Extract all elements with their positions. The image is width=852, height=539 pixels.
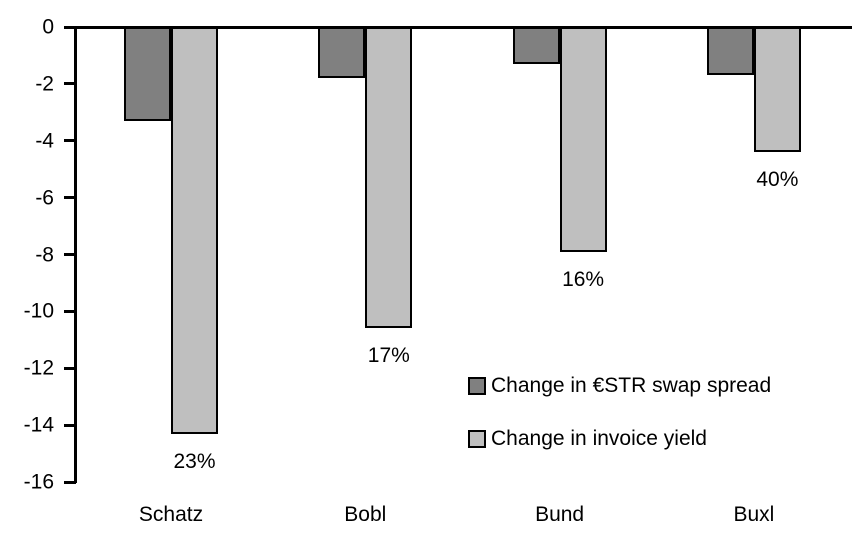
bar-bobl-series0	[318, 27, 366, 79]
legend-swatch-invoice-yield	[468, 430, 486, 448]
legend-swatch-swap-spread	[468, 377, 486, 395]
y-tick-label: -12	[23, 356, 54, 380]
y-tick-mark	[64, 423, 76, 427]
bar-buxl-series0	[706, 27, 754, 76]
y-axis-line	[74, 26, 77, 483]
legend-item-invoice-yield: Change in invoice yield	[468, 427, 771, 450]
legend-label-invoice-yield: Change in invoice yield	[491, 427, 707, 450]
y-tick-label: -4	[35, 129, 54, 153]
y-tick-label: -14	[23, 413, 54, 437]
y-tick-mark	[64, 309, 76, 313]
zero-baseline	[74, 26, 852, 29]
y-tick-mark	[64, 196, 76, 200]
bar-bund-series1	[559, 27, 607, 252]
y-tick-mark	[64, 480, 76, 484]
y-tick-mark	[64, 253, 76, 257]
y-tick-mark	[64, 82, 76, 86]
legend-item-swap-spread: Change in €STR swap spread	[468, 374, 772, 397]
y-tick-mark	[64, 25, 76, 29]
bar-schatz-series1	[171, 27, 218, 434]
y-tick-label: -6	[35, 186, 54, 210]
bar-bund-series0	[512, 27, 560, 64]
bar-value-label-schatz: 23%	[173, 449, 216, 473]
y-tick-label: 0	[42, 15, 54, 39]
legend: Change in €STR swap spread Change in inv…	[468, 374, 772, 481]
y-tick-label: -2	[35, 72, 54, 96]
bar-schatz-series0	[124, 27, 171, 121]
bar-value-label-bund: 16%	[562, 267, 605, 291]
bar-bobl-series1	[365, 27, 413, 329]
legend-label-swap-spread: Change in €STR swap spread	[491, 374, 772, 397]
x-axis-label-buxl: Buxl	[733, 503, 775, 526]
bar-buxl-series1	[753, 27, 801, 153]
x-axis-label-bobl: Bobl	[344, 503, 387, 526]
y-tick-label: -10	[23, 299, 54, 323]
y-tick-mark	[64, 139, 76, 143]
y-tick-mark	[64, 366, 76, 370]
y-tick-label: -16	[23, 470, 54, 494]
y-tick-label: -8	[35, 243, 54, 267]
bar-value-label-bobl: 17%	[367, 344, 410, 368]
bar-value-label-buxl: 40%	[756, 168, 799, 192]
x-axis-label-schatz: Schatz	[138, 503, 204, 526]
x-axis-label-bund: Bund	[535, 503, 585, 526]
